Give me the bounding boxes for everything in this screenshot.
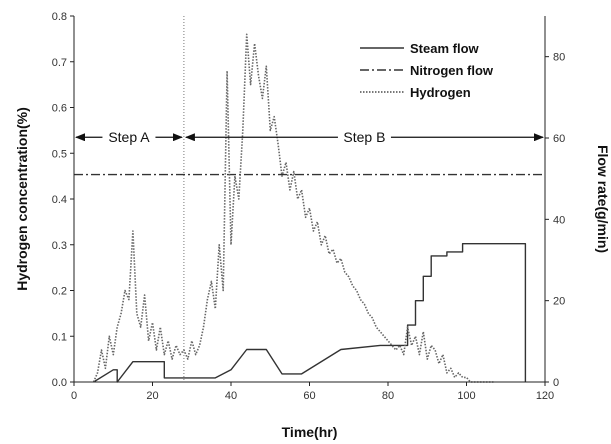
annotations: Step A Step B (75, 129, 544, 145)
y-right-tick-label: 80 (553, 52, 565, 64)
legend-label-steam-flow: Steam flow (410, 41, 480, 56)
y-right-tick-label: 20 (553, 296, 565, 308)
legend-label-nitrogen-flow: Nitrogen flow (410, 63, 494, 78)
legend-label-hydrogen: Hydrogen (410, 85, 471, 100)
y-right-tick-label: 60 (553, 133, 565, 145)
axes: 0 20 40 60 80 100 120 0.0 0.1 0.2 0.3 0.4 0.5 0.6 0.7 0… (14, 11, 611, 440)
y-left-tick-label: 0.7 (52, 57, 67, 69)
y-axis-right-title: Flow rate(g/min) (595, 145, 611, 253)
y-left-tick-label: 0.4 (52, 194, 67, 206)
x-tick-label: 100 (457, 390, 475, 402)
x-tick-label: 0 (71, 390, 77, 402)
y-left-tick-label: 0.1 (52, 331, 67, 343)
y-right-tick-label: 0 (553, 377, 559, 389)
series-hydrogen-line (92, 33, 494, 383)
x-tick-label: 60 (303, 390, 315, 402)
y-right-tick-label: 40 (553, 214, 565, 226)
step-a-label: Step A (108, 129, 150, 145)
y-left-tick-label: 0.8 (52, 11, 67, 23)
x-axis-title: Time(hr) (282, 424, 338, 440)
y-axis-left-title: Hydrogen concentration(%) (14, 107, 30, 291)
x-tick-label: 20 (146, 390, 158, 402)
y-left-tick-label: 0.3 (52, 240, 67, 252)
y-left-tick-label: 0.0 (52, 377, 67, 389)
plot-area (74, 16, 545, 383)
y-left-tick-label: 0.6 (52, 103, 67, 115)
x-tick-label: 40 (225, 390, 237, 402)
x-tick-label: 80 (382, 390, 394, 402)
y-left-tick-label: 0.5 (52, 148, 67, 160)
series-steam-flow-line (93, 242, 527, 383)
legend: Steam flow Nitrogen flow Hydrogen (360, 41, 494, 100)
step-b-label: Step B (343, 129, 385, 145)
y-left-tick-label: 0.2 (52, 286, 67, 298)
x-tick-label: 120 (536, 390, 554, 402)
